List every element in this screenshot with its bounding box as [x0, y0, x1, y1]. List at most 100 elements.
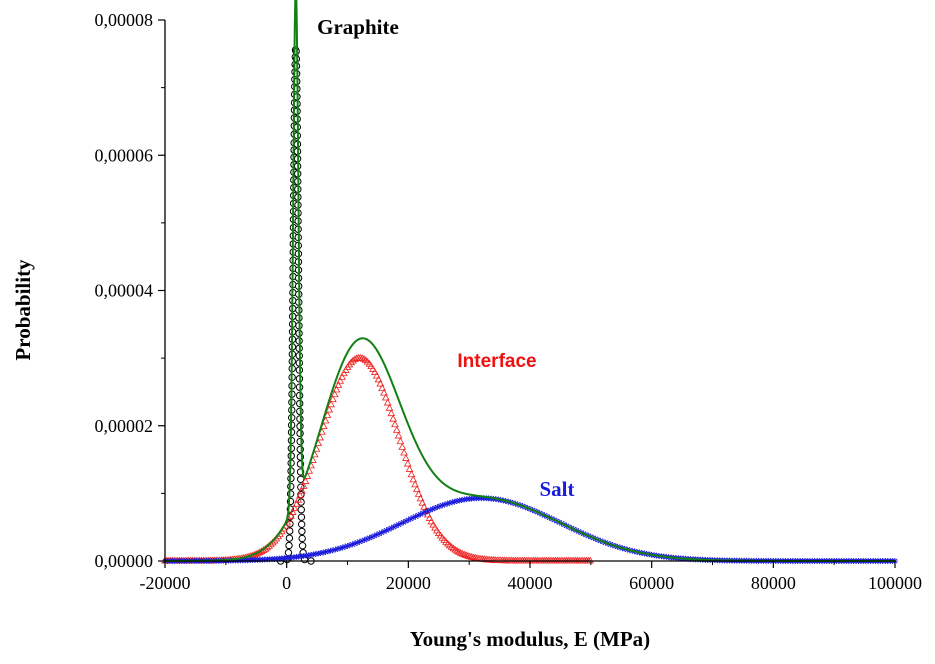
y-tick-label: 0,00004 — [95, 281, 154, 301]
x-tick-label: 80000 — [751, 573, 796, 593]
data-point — [429, 505, 436, 512]
data-point — [378, 384, 387, 391]
data-point — [402, 518, 409, 525]
y-tick-label: 0,00002 — [95, 416, 154, 436]
data-point — [372, 371, 381, 379]
data-point — [451, 498, 458, 505]
data-point — [429, 520, 438, 528]
data-point — [383, 398, 392, 406]
data-point — [427, 506, 434, 513]
data-point — [317, 550, 324, 556]
data-point — [359, 537, 366, 544]
data-point — [294, 496, 303, 503]
data-point — [427, 517, 436, 525]
data-point — [356, 538, 363, 545]
data-point — [451, 545, 460, 553]
annotation-salt: Salt — [539, 477, 574, 501]
data-point — [327, 547, 334, 554]
data-point — [420, 503, 429, 510]
data-point — [322, 548, 329, 555]
data-point — [414, 490, 423, 497]
data-point — [410, 514, 417, 521]
data-point — [400, 448, 408, 456]
data-point — [339, 544, 346, 551]
data-point — [292, 500, 301, 507]
series-sum-line — [165, 0, 895, 562]
data-point — [389, 414, 398, 422]
data-point — [392, 426, 401, 433]
data-point — [376, 530, 383, 537]
data-point — [425, 514, 434, 521]
data-point — [349, 356, 357, 364]
data-point — [383, 527, 390, 534]
data-point — [393, 522, 400, 529]
annotation-interface: Interface — [457, 351, 536, 372]
data-point — [381, 393, 390, 401]
data-point — [308, 551, 314, 558]
data-point — [332, 546, 339, 553]
data-point — [460, 550, 469, 558]
data-point — [361, 536, 368, 543]
data-point — [297, 486, 306, 494]
data-point — [447, 543, 456, 550]
data-point — [390, 523, 397, 530]
data-point — [299, 482, 308, 489]
x-tick-label: 100000 — [868, 573, 922, 593]
data-point — [417, 511, 424, 518]
x-tick-label: 40000 — [508, 573, 553, 593]
data-point — [444, 500, 451, 507]
data-point — [456, 497, 463, 504]
data-point — [338, 373, 346, 380]
data-point — [454, 498, 460, 505]
data-point — [391, 420, 399, 428]
data-point — [368, 533, 375, 540]
data-point — [336, 376, 345, 384]
data-point — [586, 556, 595, 564]
axes-layer: -20000 0 20000 40000 60000 80000 100000 0,00000… — [95, 10, 923, 593]
data-point — [358, 354, 366, 361]
data-point — [284, 548, 293, 557]
data-point — [400, 519, 407, 526]
data-point — [329, 395, 337, 403]
data-point — [407, 470, 416, 478]
data-point — [449, 544, 458, 552]
data-point — [298, 527, 306, 536]
data-point — [419, 510, 426, 517]
data-point — [329, 547, 336, 554]
data-point — [334, 381, 343, 388]
data-point — [405, 465, 414, 472]
data-point — [301, 477, 310, 484]
data-point — [351, 540, 358, 547]
data-point — [449, 499, 456, 506]
data-point — [415, 512, 422, 519]
y-tick-label: 0,00000 — [95, 551, 154, 571]
data-point — [439, 502, 446, 509]
data-point — [454, 547, 463, 555]
data-point — [310, 551, 317, 558]
data-point — [370, 368, 379, 375]
data-point — [286, 527, 294, 535]
data-point — [296, 422, 304, 430]
data-point — [418, 498, 427, 506]
data-point — [402, 454, 410, 461]
data-point — [409, 475, 418, 483]
data-point — [394, 431, 403, 439]
data-point — [285, 541, 293, 550]
data-point — [354, 539, 361, 546]
data-point — [423, 510, 432, 518]
data-point — [298, 542, 307, 550]
data-point — [405, 516, 412, 523]
data-point — [344, 542, 351, 549]
data-point — [346, 542, 353, 549]
data-point — [332, 385, 341, 393]
data-point — [312, 550, 319, 557]
data-point — [378, 529, 385, 536]
x-tick-label: -20000 — [140, 573, 191, 593]
data-point — [411, 480, 419, 488]
data-point — [456, 548, 465, 556]
data-point — [395, 521, 402, 528]
data-point — [396, 437, 405, 445]
data-point — [445, 541, 454, 549]
data-point — [363, 535, 370, 542]
data-point — [441, 501, 448, 508]
